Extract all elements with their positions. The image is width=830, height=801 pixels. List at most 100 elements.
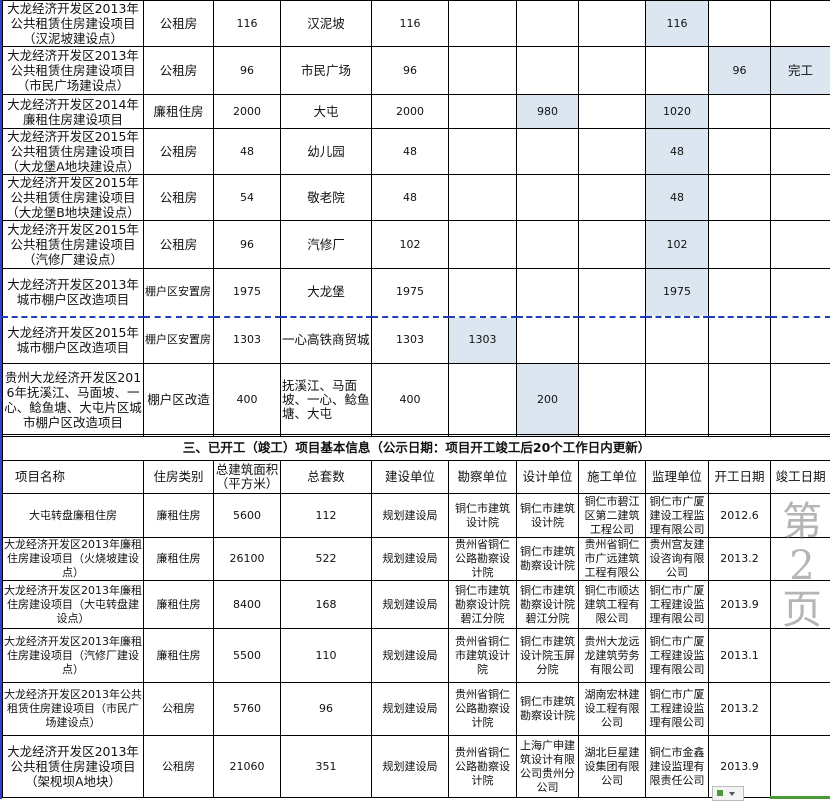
cell-progress-5[interactable] bbox=[709, 129, 771, 175]
cell-design[interactable]: 铜仁市建筑勘察设计院 bbox=[517, 538, 579, 581]
cell-area[interactable]: 96 bbox=[214, 221, 281, 269]
cell-project-name[interactable]: 大屯转盘廉租住房 bbox=[3, 494, 144, 538]
cell-supervision[interactable]: 铜仁市广厦建设工程监理有限公司 bbox=[646, 494, 709, 538]
cell-completion-date[interactable] bbox=[771, 581, 830, 629]
cell-design[interactable]: 上海广申建筑设计有限公司贵州分公司 bbox=[517, 736, 579, 798]
cell-progress-4[interactable]: 102 bbox=[646, 221, 709, 269]
cell-progress-4[interactable] bbox=[646, 47, 709, 95]
cell-progress-4[interactable]: 1975 bbox=[646, 269, 709, 317]
cell-location[interactable]: 大龙堡 bbox=[281, 269, 372, 317]
cell-progress-2[interactable] bbox=[517, 1, 579, 47]
cell-progress-5[interactable] bbox=[709, 364, 771, 437]
cell-housing-type[interactable]: 廉租住房 bbox=[144, 538, 214, 581]
cell-builder[interactable]: 规划建设局 bbox=[372, 629, 449, 683]
cell-status[interactable] bbox=[771, 317, 830, 364]
cell-area[interactable]: 400 bbox=[214, 364, 281, 437]
cell-housing-type[interactable]: 公租房 bbox=[144, 683, 214, 736]
cell-progress-4[interactable]: 1020 bbox=[646, 95, 709, 129]
cell-progress-1[interactable] bbox=[449, 364, 517, 437]
cell-project-name[interactable]: 大龙经济开发区2013年公共租赁住房建设项目（市民广场建设点） bbox=[3, 683, 144, 736]
cell-progress-3[interactable] bbox=[579, 364, 646, 437]
cell-area[interactable]: 54 bbox=[214, 175, 281, 221]
cell-project-name[interactable]: 大龙经济开发区2013年公共租赁住房建设项目（架枧坝A地块） bbox=[3, 736, 144, 798]
cell-survey[interactable]: 铜仁市建筑设计院 bbox=[449, 494, 517, 538]
cell-status[interactable] bbox=[771, 95, 830, 129]
cell-status[interactable] bbox=[771, 1, 830, 47]
cell-progress-5[interactable] bbox=[709, 175, 771, 221]
cell-start-date[interactable]: 2013.9 bbox=[709, 581, 771, 629]
cell-progress-1[interactable] bbox=[449, 221, 517, 269]
cell-area[interactable]: 116 bbox=[214, 1, 281, 47]
cell-progress-3[interactable] bbox=[579, 47, 646, 95]
cell-start-date[interactable]: 2013.2 bbox=[709, 683, 771, 736]
cell-start-date[interactable]: 2013.2 bbox=[709, 538, 771, 581]
cell-project-name[interactable]: 大龙经济开发区2013年公共租赁住房建设项目（市民广场建设点） bbox=[3, 47, 144, 95]
cell-progress-1[interactable] bbox=[449, 269, 517, 317]
cell-progress-1[interactable] bbox=[449, 1, 517, 47]
cell-start-date[interactable]: 2012.6 bbox=[709, 494, 771, 538]
cell-location[interactable]: 市民广场 bbox=[281, 47, 372, 95]
cell-survey[interactable]: 铜仁市建筑勘察设计院碧江分院 bbox=[449, 581, 517, 629]
cell-construction[interactable]: 铜仁市顺达建筑工程有限公司 bbox=[579, 581, 646, 629]
cell-progress-4[interactable]: 48 bbox=[646, 129, 709, 175]
cell-units[interactable]: 48 bbox=[372, 175, 449, 221]
cell-progress-3[interactable] bbox=[579, 317, 646, 364]
cell-housing-type[interactable]: 棚户区安置房 bbox=[144, 269, 214, 317]
cell-progress-1[interactable] bbox=[449, 47, 517, 95]
cell-progress-5[interactable] bbox=[709, 221, 771, 269]
cell-housing-type[interactable]: 公租房 bbox=[144, 175, 214, 221]
cell-builder[interactable]: 规划建设局 bbox=[372, 538, 449, 581]
cell-units[interactable]: 400 bbox=[372, 364, 449, 437]
cell-progress-2[interactable] bbox=[517, 47, 579, 95]
cell-location[interactable]: 大屯 bbox=[281, 95, 372, 129]
cell-status[interactable]: 完工 bbox=[771, 47, 830, 95]
cell-progress-3[interactable] bbox=[579, 221, 646, 269]
cell-design[interactable]: 铜仁市建筑勘察设计院 bbox=[517, 683, 579, 736]
cell-housing-type[interactable]: 廉租住房 bbox=[144, 95, 214, 129]
cell-supervision[interactable]: 铜仁市广厦工程建设监理有限公司 bbox=[646, 581, 709, 629]
cell-units[interactable]: 116 bbox=[372, 1, 449, 47]
cell-project-name[interactable]: 大龙经济开发区2013年廉租住房建设项目（火烧坡建设点） bbox=[3, 538, 144, 581]
cell-design[interactable]: 铜仁市建筑设计院 bbox=[517, 494, 579, 538]
cell-construction[interactable]: 贵州省铜仁市广远建筑工程有限公 bbox=[579, 538, 646, 581]
cell-progress-2[interactable]: 980 bbox=[517, 95, 579, 129]
cell-housing-type[interactable]: 公租房 bbox=[144, 1, 214, 47]
cell-area[interactable]: 1303 bbox=[214, 317, 281, 364]
cell-status[interactable] bbox=[771, 364, 830, 437]
cell-status[interactable] bbox=[771, 129, 830, 175]
cell-progress-1[interactable] bbox=[449, 129, 517, 175]
cell-construction[interactable]: 铜仁市碧江区第二建筑工程公司 bbox=[579, 494, 646, 538]
cell-area[interactable]: 5600 bbox=[214, 494, 281, 538]
cell-units[interactable]: 1303 bbox=[372, 317, 449, 364]
cell-project-name[interactable]: 大龙经济开发区2013年廉租住房建设项目（大屯转盘建设点） bbox=[3, 581, 144, 629]
cell-design[interactable]: 铜仁市建筑勘察设计院碧江分院 bbox=[517, 581, 579, 629]
cell-status[interactable] bbox=[771, 175, 830, 221]
cell-housing-type[interactable]: 公租房 bbox=[144, 129, 214, 175]
cell-survey[interactable]: 贵州省铜仁公路勘察设计院 bbox=[449, 736, 517, 798]
cell-area[interactable]: 8400 bbox=[214, 581, 281, 629]
cell-progress-2[interactable] bbox=[517, 175, 579, 221]
cell-completion-date[interactable] bbox=[771, 629, 830, 683]
cell-construction[interactable]: 贵州大龙远龙建筑劳务有限公司 bbox=[579, 629, 646, 683]
cell-completion-date[interactable] bbox=[771, 736, 830, 798]
cell-builder[interactable]: 规划建设局 bbox=[372, 683, 449, 736]
cell-area[interactable]: 5500 bbox=[214, 629, 281, 683]
cell-progress-3[interactable] bbox=[579, 175, 646, 221]
cell-housing-type[interactable]: 棚户区改造 bbox=[144, 364, 214, 437]
cell-housing-type[interactable]: 公租房 bbox=[144, 221, 214, 269]
cell-progress-2[interactable] bbox=[517, 129, 579, 175]
cell-units[interactable]: 48 bbox=[372, 129, 449, 175]
cell-units[interactable]: 522 bbox=[281, 538, 372, 581]
cell-progress-4[interactable]: 116 bbox=[646, 1, 709, 47]
cell-housing-type[interactable]: 公租房 bbox=[144, 47, 214, 95]
cell-progress-4[interactable] bbox=[646, 317, 709, 364]
cell-completion-date[interactable] bbox=[771, 494, 830, 538]
cell-units[interactable]: 110 bbox=[281, 629, 372, 683]
cell-progress-2[interactable]: 200 bbox=[517, 364, 579, 437]
cell-survey[interactable]: 贵州省铜仁市建筑设计院 bbox=[449, 629, 517, 683]
cell-progress-5[interactable]: 96 bbox=[709, 47, 771, 95]
cell-location[interactable]: 抚溪江、马面坡、一心、鲶鱼塘、大屯 bbox=[281, 364, 372, 437]
cell-units[interactable]: 2000 bbox=[372, 95, 449, 129]
cell-project-name[interactable]: 大龙经济开发区2013年公共租赁住房建设项目（汉泥坡建设点） bbox=[3, 1, 144, 47]
cell-units[interactable]: 112 bbox=[281, 494, 372, 538]
